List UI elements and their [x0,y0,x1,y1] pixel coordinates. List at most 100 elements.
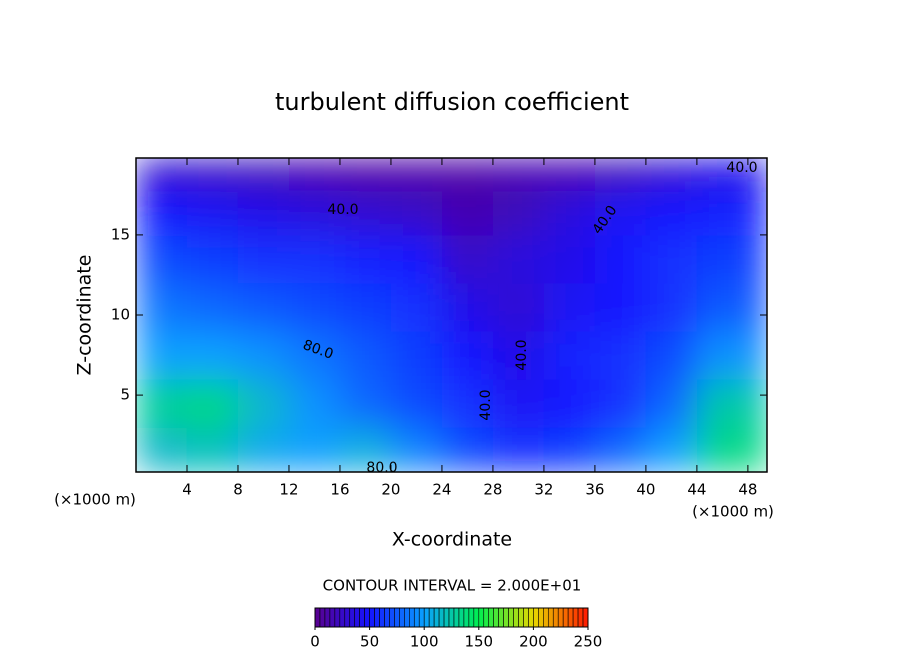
field-cell [696,158,767,192]
x-tick-label: 40 [636,481,655,499]
y-tick-label: 5 [120,386,130,404]
colorbar-swatch [538,607,544,628]
field-cell [339,282,392,332]
colorbar-swatch [319,607,326,628]
field-cell [696,427,767,472]
field-cell [186,158,239,192]
field-cell [492,190,545,236]
x-tick-label: 24 [432,481,451,499]
field-cell [390,190,443,236]
field-cell [441,379,494,428]
field-cell [441,331,494,380]
colorbar-swatch [329,607,336,628]
field-cell [543,158,596,192]
field-cell [645,282,698,332]
field-cell [645,427,698,472]
colorbar-swatch [562,607,569,628]
field-cell [237,282,290,332]
colorbar-swatch [324,607,331,628]
colorbar-swatch [557,607,564,628]
colorbar-swatch [314,607,321,628]
colorbar-swatch [508,607,514,628]
y-tick-label: 10 [111,306,130,324]
colorbar-swatch [453,607,460,628]
field-cell [696,379,767,428]
colorbar-tick-label: 100 [410,633,439,651]
field-cell [186,234,239,284]
field-cell [645,331,698,380]
field-cell [492,234,545,284]
colorbar-swatch [349,607,356,628]
field-cell [237,379,290,428]
field-cell [288,379,341,428]
colorbar-swatch [567,607,574,628]
x-tick-label: 48 [738,481,757,499]
field-cell [288,158,341,192]
colorbar-tick-label: 200 [519,633,548,651]
colorbar-swatch [582,607,589,628]
x-tick-label: 12 [279,481,298,499]
field-cell [645,234,698,284]
field-cell [492,282,545,332]
field-cell [441,427,494,472]
x-tick-label: 8 [233,481,243,499]
field-cell [237,234,290,284]
field-cell [390,427,443,472]
field-cell [696,331,767,380]
colorbar-swatch [572,607,579,628]
colorbar-swatch [369,607,375,628]
field-cell [696,234,767,284]
field-cell [441,190,494,236]
field-cell [696,282,767,332]
colorbar-swatch [443,607,450,628]
contour-label: 40.0 [478,389,494,420]
field-cell [186,331,239,380]
y-axis-label: Z-coordinate [74,255,96,376]
colorbar-swatch [523,607,529,628]
y-tick-label: 15 [111,225,130,243]
field-cell [339,158,392,192]
colorbar-swatch [518,607,524,628]
x-unit: (×1000 m) [692,503,774,521]
colorbar-swatch [379,607,385,628]
field-cell [136,427,188,472]
colorbar-swatch [458,607,465,628]
field-cell [136,282,188,332]
colorbar-swatch [463,607,470,628]
field-cell [594,282,647,332]
field-cell [543,282,596,332]
field-cell [594,427,647,472]
field-cell [136,379,188,428]
colorbar-swatch [547,607,554,628]
field-cell [186,379,239,428]
colorbar-swatch [468,607,475,628]
x-tick-label: 16 [330,481,349,499]
colorbar-swatch [473,607,480,628]
colorbar-swatch [413,607,420,628]
x-tick-label: 28 [483,481,502,499]
field-cell [339,234,392,284]
x-axis-label: X-coordinate [392,529,512,551]
field-cell [645,158,698,192]
colorbar-swatch [448,607,455,628]
colorbar-swatch [528,607,534,628]
field-cell [186,282,239,332]
field-cell [186,427,239,472]
field-cell [492,427,545,472]
colorbar-swatch [374,607,380,628]
x-tick-label: 32 [534,481,553,499]
field-cells [136,158,767,472]
colorbar-swatch [488,607,494,628]
colorbar-swatch [478,607,485,628]
field-cell [390,234,443,284]
colorbar-swatch [533,607,539,628]
field-cell [186,190,239,236]
field-cell [594,234,647,284]
field-cell [288,331,341,380]
colorbar-swatch [404,607,410,628]
field-cell [288,234,341,284]
x-tick-label: 44 [687,481,706,499]
field-cell [543,379,596,428]
colorbar-swatch [498,607,504,628]
